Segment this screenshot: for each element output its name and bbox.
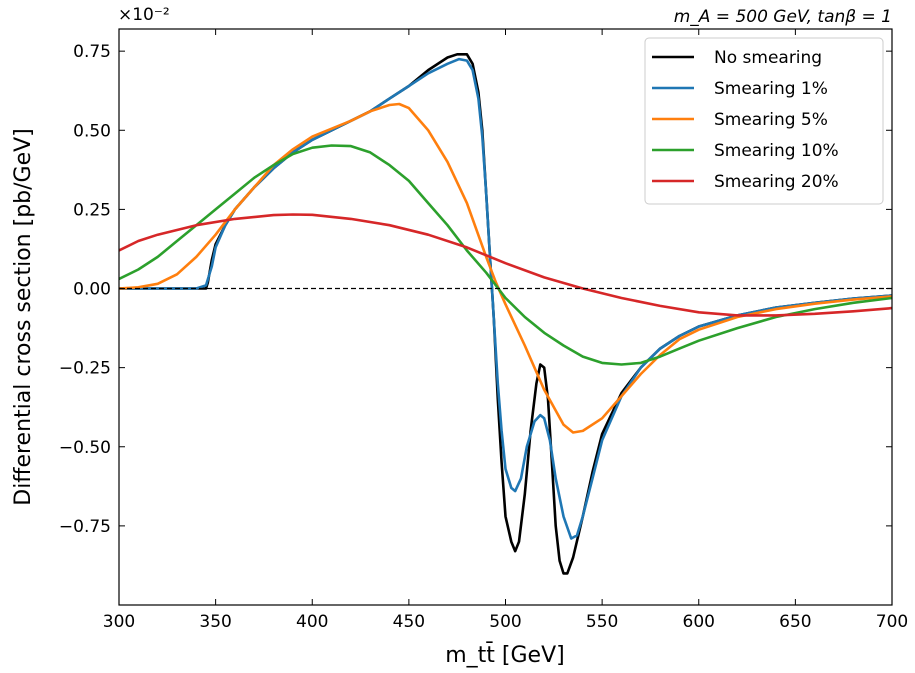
series-line-3	[119, 144, 892, 366]
multiplier-label: ×10⁻²	[118, 5, 170, 25]
series-line-4	[119, 213, 892, 317]
legend-label-4: Smearing 20%	[714, 172, 839, 192]
legend: No smearing Smearing 1% Smearing 5% Smearin…	[644, 37, 884, 205]
legend-label-1: Smearing 1%	[714, 79, 828, 99]
y-axis-ticks: −0.75 −0.50 −0.25 0.00 0.25 0.50 0.75	[59, 42, 892, 537]
y-tick-label: 0.25	[73, 200, 111, 220]
x-tick-label: 350	[199, 612, 231, 632]
x-tick-label: 600	[683, 612, 715, 632]
x-tick-label: 450	[393, 612, 425, 632]
legend-label-3: Smearing 10%	[714, 141, 839, 161]
x-tick-label: 550	[586, 612, 618, 632]
y-axis-label: Differential cross section [pb/GeV]	[11, 128, 36, 506]
y-tick-label: −0.50	[59, 438, 111, 458]
x-axis-ticks: 300 350 400 450 500 550 600 650 700	[103, 29, 908, 632]
y-tick-label: −0.25	[59, 359, 111, 379]
y-tick-label: 0.50	[73, 121, 111, 141]
chart-title-right: m_A = 500 GeV, tanβ = 1	[674, 7, 892, 27]
x-tick-label: 400	[296, 612, 328, 632]
x-tick-label: 300	[103, 612, 135, 632]
legend-box	[644, 37, 884, 205]
series-line-2	[119, 102, 892, 434]
legend-label-0: No smearing	[714, 48, 822, 68]
x-tick-label: 500	[489, 612, 521, 632]
y-tick-label: 0.00	[73, 280, 111, 300]
legend-label-2: Smearing 5%	[714, 110, 828, 130]
y-tick-label: −0.75	[59, 517, 111, 537]
x-axis-label: m_tt̄ [GeV]	[445, 642, 564, 668]
x-tick-label: 650	[779, 612, 811, 632]
y-tick-label: 0.75	[73, 42, 111, 62]
series-layer	[119, 53, 892, 575]
x-tick-label: 700	[876, 612, 908, 632]
